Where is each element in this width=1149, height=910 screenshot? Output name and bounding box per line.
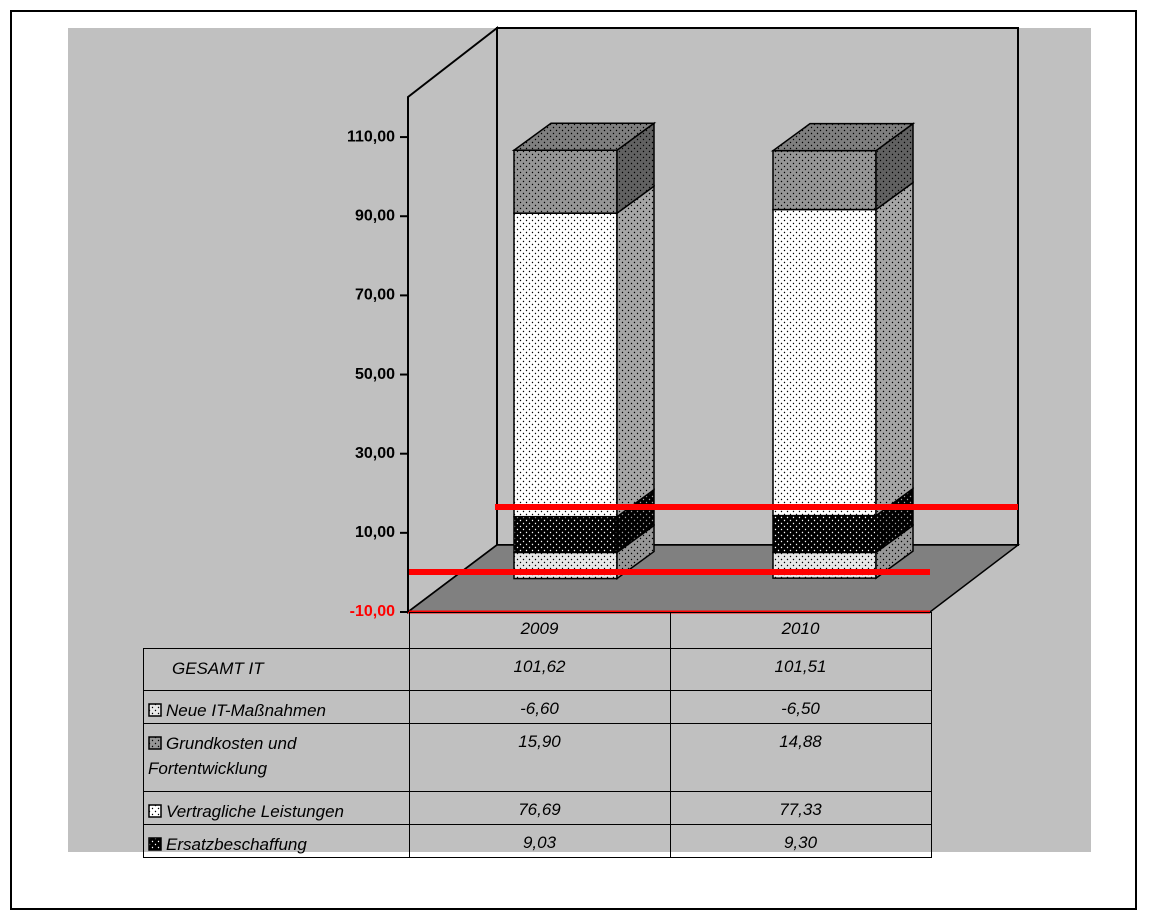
bar-top-shade xyxy=(514,123,654,151)
legend-key-swatch xyxy=(148,736,162,750)
bar-side-shade xyxy=(876,182,913,516)
row-label: Grundkosten und Fortentwicklung xyxy=(143,723,410,792)
legend-key xyxy=(148,736,162,750)
table-value: 76,69 xyxy=(408,791,671,825)
floor xyxy=(405,544,1021,613)
y-tick-label: -10,00 xyxy=(350,603,395,620)
bar-side-shade xyxy=(876,525,913,579)
data-table: 2009 2010 GESAMT IT 101,62 101,51 Neue IT-Maß… xyxy=(143,612,932,858)
legend-key xyxy=(148,837,162,851)
table-row: Vertragliche Leistungen 76,69 77,33 xyxy=(143,791,932,825)
legend-label: Vertragliche Leistungen xyxy=(166,802,344,821)
y-tick-label: 30,00 xyxy=(355,445,395,462)
table-row: Neue IT-Maßnahmen -6,60 -6,50 xyxy=(143,690,932,724)
row-label: Neue IT-Maßnahmen xyxy=(143,690,410,724)
table-value: 9,30 xyxy=(669,824,932,858)
legend-key-swatch xyxy=(148,703,162,717)
table-value: 15,90 xyxy=(408,723,671,792)
y-tick-label: 110,00 xyxy=(347,128,395,145)
bars xyxy=(511,121,916,581)
table-cell xyxy=(144,613,410,649)
bar-segment xyxy=(772,208,877,517)
table-row: GESAMT IT 101,62 101,51 xyxy=(143,648,932,691)
page: -10,00 10,00 30,00 50,00 70,00 90,00 110,00 20… xyxy=(10,10,1137,910)
left-wall xyxy=(407,25,498,615)
table-row: Grundkosten und Fortentwicklung 15,90 14,8… xyxy=(143,723,932,792)
y-tick-label: 50,00 xyxy=(355,366,395,383)
table-value: 9,03 xyxy=(408,824,671,858)
bar-side-shade xyxy=(617,123,654,214)
table-value: 77,33 xyxy=(669,791,932,825)
table-value: -6,60 xyxy=(408,690,671,724)
legend-key-swatch xyxy=(148,804,162,818)
y-tick-label: 90,00 xyxy=(355,207,395,224)
row-label: Vertragliche Leistungen xyxy=(143,791,410,825)
bar-top-shade xyxy=(773,123,913,151)
column-header: 2010 xyxy=(669,612,932,649)
legend-key xyxy=(148,703,162,717)
bar-side-shade xyxy=(876,123,913,210)
bar-segment xyxy=(772,514,877,554)
bar-segment xyxy=(513,212,618,518)
bar-top xyxy=(770,122,916,152)
bar-segment xyxy=(513,149,618,214)
row-label: Ersatzbeschaffung xyxy=(143,824,410,858)
legend-key xyxy=(148,804,162,818)
bar-side-shade xyxy=(617,525,654,579)
chart: -10,00 10,00 30,00 50,00 70,00 90,00 110,00 xyxy=(347,25,1021,620)
table-value: 14,88 xyxy=(669,723,932,792)
bar-segment xyxy=(513,515,618,554)
y-tick-label: 70,00 xyxy=(355,287,395,304)
legend-key-swatch xyxy=(148,837,162,851)
bar-top xyxy=(511,122,657,151)
table-value: 101,62 xyxy=(408,648,671,691)
table-row: 2009 2010 xyxy=(144,612,932,649)
table-row: Ersatzbeschaffung 9,03 9,30 xyxy=(143,824,932,858)
table-value: 101,51 xyxy=(669,648,932,691)
row-label: GESAMT IT xyxy=(143,648,410,691)
y-tick-label: 10,00 xyxy=(355,524,395,541)
bar-segment xyxy=(772,149,877,211)
legend-label: Grundkosten und Fortentwicklung xyxy=(148,734,297,778)
legend-label: Ersatzbeschaffung xyxy=(166,835,307,854)
legend-label: Neue IT-Maßnahmen xyxy=(166,701,327,720)
column-header: 2009 xyxy=(408,612,671,649)
table-value: -6,50 xyxy=(669,690,932,724)
bar-side-shade xyxy=(617,186,654,517)
